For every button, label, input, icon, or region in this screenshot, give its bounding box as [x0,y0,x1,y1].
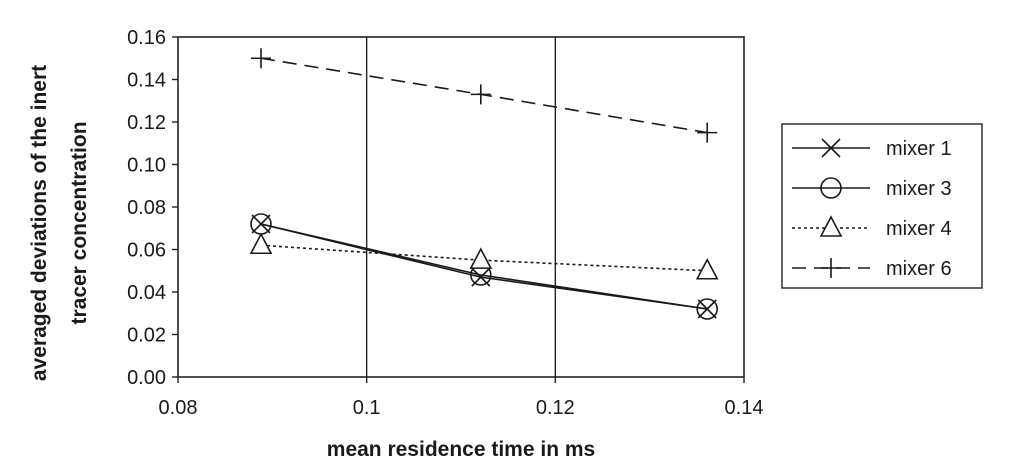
data-point-triangle [819,215,843,237]
data-point-plus [697,122,718,143]
y-axis-title-line-2: tracer concentration [68,121,91,324]
legend-box [781,123,983,289]
data-point-x [251,214,271,234]
legend-items: mixer 1 mixer 3 mixer 4 mixer 6 [792,138,952,280]
series-line [260,57,708,134]
tick-labels: 0.00 0.02 0.04 0.06 0.08 0.10 0.12 0.14 0.16 0.08… [127,27,763,419]
y-tick-label: 0.10 [127,155,166,177]
legend-label: mixer 4 [886,218,952,240]
legend-item-mixer-3: mixer 3 [792,177,952,200]
legend-item-mixer-4: mixer 4 [792,215,952,240]
x-axis-title: mean residence time in ms [327,438,595,461]
legend-label: mixer 3 [886,178,952,200]
x-tick-label: 0.12 [536,397,575,419]
x-tick-label: 0.08 [159,397,198,419]
y-tick-label: 0.16 [127,27,166,49]
legend-item-mixer-1: mixer 1 [792,138,952,160]
data-point-triangle [695,258,719,280]
y-tick-label: 0.14 [127,70,166,92]
y-tick-label: 0.12 [127,112,166,134]
series-mixer-3 [260,223,708,310]
legend: mixer 1 mixer 3 mixer 4 mixer 6 [781,123,983,289]
series-markers-mixer-4 [249,232,719,280]
y-tick-label: 0.08 [127,197,166,219]
data-point-plus [821,258,841,278]
x-tick-label: 0.14 [725,397,764,419]
data-point-circle [696,298,719,320]
y-tick-label: 0.06 [127,240,166,262]
legend-label: mixer 1 [886,138,952,160]
data-point-triangle [469,247,493,269]
plot-area-border [177,36,745,378]
y-tick-label: 0.04 [127,282,166,304]
data-point-x [821,138,841,158]
grid-layer [365,37,557,377]
data-point-x [697,299,717,319]
data-point-plus [251,48,272,69]
data-point-triangle [249,232,273,255]
series-line [260,244,708,272]
series-mixer-4 [260,244,708,272]
data-point-plus [470,84,491,105]
y-axis-title-line-1: averaged deviations of the inert [28,65,51,381]
legend-label: mixer 6 [886,258,952,280]
series-markers-mixer-6 [251,48,718,143]
series-line [260,223,708,310]
x-tick-label: 0.1 [353,397,381,419]
series-layer [249,48,719,320]
y-tick-label: 0.02 [127,325,166,347]
y-tick-label: 0.00 [127,367,166,389]
series-mixer-6 [260,57,708,134]
legend-item-mixer-6: mixer 6 [792,258,952,280]
data-point-circle [820,177,842,199]
